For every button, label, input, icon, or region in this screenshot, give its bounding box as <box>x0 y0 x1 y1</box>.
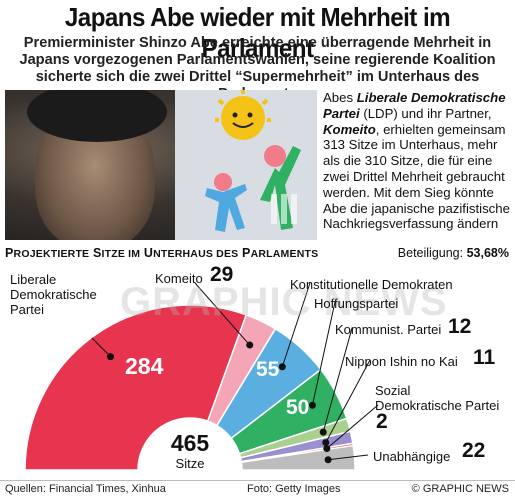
label-cdp: Konstitutionelle Demokraten <box>290 277 453 292</box>
label-ldp: Liberale Demokratische Partei <box>10 272 97 317</box>
leader-dot-komeito <box>246 341 254 349</box>
value-komeito: 29 <box>210 263 234 286</box>
label-ishin: Nippon Ishin no Kai <box>345 354 458 369</box>
leader-line-ldp <box>91 337 111 357</box>
value-cdp: 55 <box>256 358 280 381</box>
leader-dot-independents <box>324 456 332 464</box>
value-ishin: 11 <box>473 346 496 369</box>
campaign-poster-illustration <box>205 90 301 232</box>
headline: Japans Abe wieder mit Mehrheit im Parlam… <box>64 2 451 63</box>
leader-dot-cdp <box>278 363 286 371</box>
leader-line-ishin <box>325 359 371 443</box>
value-jcp: 12 <box>448 315 472 338</box>
leader-dot-sdp <box>323 445 331 453</box>
leader-line-hope <box>311 301 336 406</box>
footer-sources: Quellen: Financial Times, Xinhua <box>5 483 166 495</box>
label-hope: Hoffungspartei <box>314 296 399 311</box>
portrait-hair <box>27 90 167 142</box>
wedge-ldp <box>24 304 248 471</box>
leader-line-independents <box>328 454 369 461</box>
footer-divider <box>0 480 515 481</box>
footer-brand: © GRAPHIC NEWS <box>411 483 509 495</box>
label-independents: Unabhängige <box>373 449 451 464</box>
value-sdp: 2 <box>376 410 388 433</box>
label-sdp: Sozial Demokratische Partei <box>375 383 500 413</box>
leader-dot-hope <box>308 401 316 409</box>
leader-line-komeito <box>194 282 251 346</box>
leader-line-cdp <box>281 282 311 367</box>
leader-dot-ishin <box>322 439 330 447</box>
leader-dot-jcp <box>319 428 327 436</box>
value-ldp: 284 <box>125 353 164 379</box>
total-seats: 465 <box>170 430 210 456</box>
leader-line-sdp <box>326 404 379 449</box>
leader-dot-ldp <box>106 353 114 361</box>
article-text: Abes Liberale Demokratische Partei (LDP)… <box>323 90 510 232</box>
value-independents: 22 <box>462 439 486 462</box>
label-jcp: Kommunist. Partei <box>335 322 442 337</box>
seat-chart <box>24 282 379 471</box>
footer-photo-credit: Foto: Getty Images <box>247 483 341 495</box>
total-seats-label: Sitze <box>175 456 205 471</box>
leader-line-jcp <box>322 327 353 433</box>
photo-shinzo-abe <box>5 90 317 240</box>
chart-heading: PROJEKTIERTE SITZE IM UNTERHAUS DES PARL… <box>5 246 319 260</box>
turnout: Beteiligung: 53,68% <box>397 246 509 260</box>
label-komeito: Komeito <box>155 271 203 286</box>
value-hope: 50 <box>286 396 310 419</box>
